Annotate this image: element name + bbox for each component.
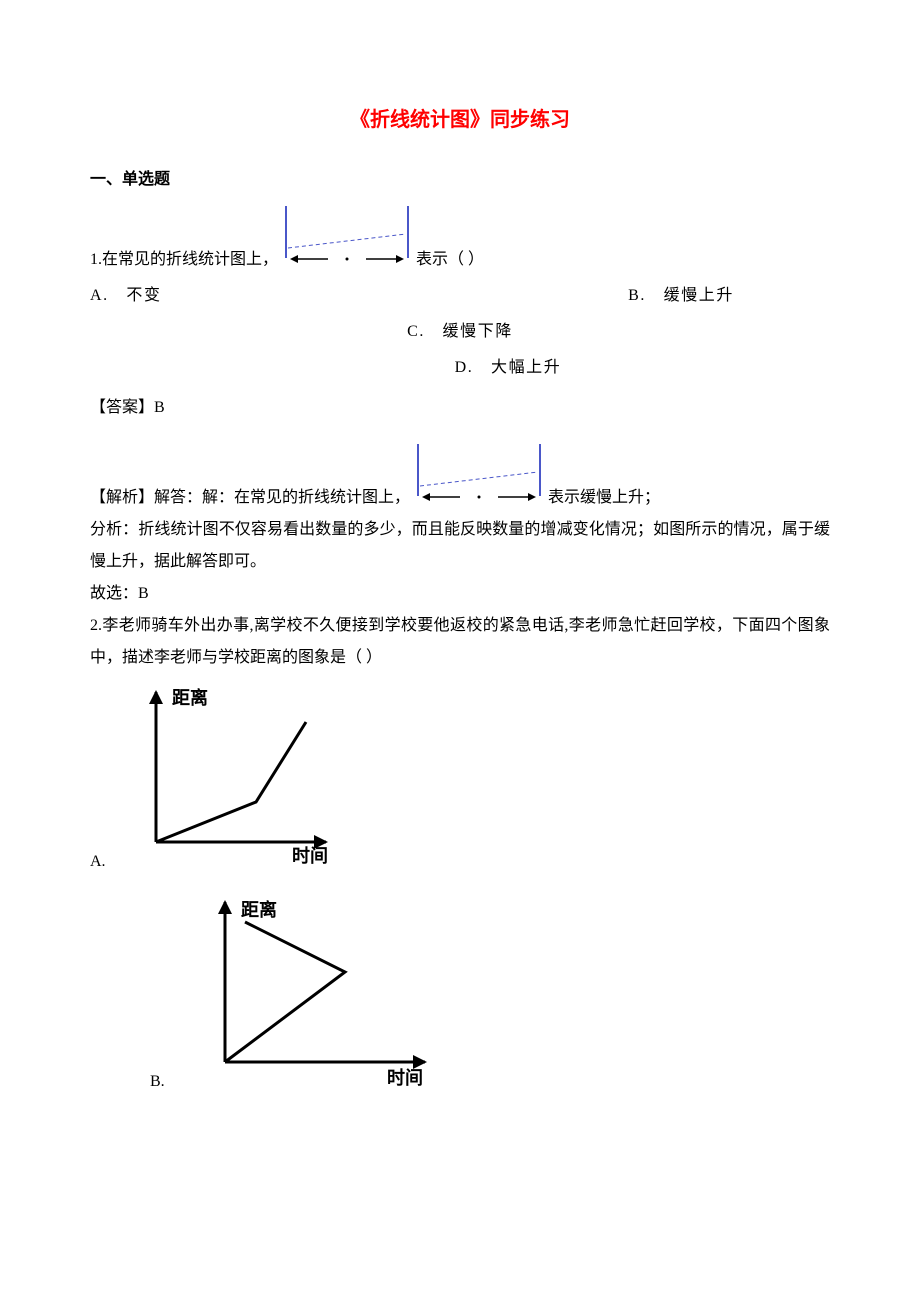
q1-option-a: A. 不变 <box>90 280 162 312</box>
q2-option-b-label: B. <box>150 1066 175 1104</box>
q2-graph-a: 距离时间 <box>116 682 336 884</box>
q1-option-b: B. 缓慢上升 <box>628 280 830 312</box>
q1-answer: 【答案】B <box>90 392 830 424</box>
q1-suffix: 表示（ ） <box>416 244 484 276</box>
spacer <box>90 424 830 442</box>
q1-analysis: 分析：折线统计图不仅容易看出数量的多少，而且能反映数量的增减变化情况；如图所示的… <box>90 514 830 578</box>
q2-option-b-row: B. 距离时间 <box>90 892 830 1104</box>
q2-graph-b: 距离时间 <box>175 892 435 1104</box>
q1-explain-line: 【解析】解答：解：在常见的折线统计图上， 表示缓慢上升； <box>90 442 830 514</box>
q1-prefix: 1.在常见的折线统计图上， <box>90 244 278 276</box>
q1-explain-prefix: 【解析】解答：解：在常见的折线统计图上， <box>90 482 410 514</box>
q1-stem: 1.在常见的折线统计图上， 表示（ ） <box>90 204 830 276</box>
q2-stem: 2.李老师骑车外出办事,离学校不久便接到学校要他返校的紧急电话,李老师急忙赶回学… <box>90 610 830 674</box>
section-heading: 一、单选题 <box>90 164 830 196</box>
svg-text:距离: 距离 <box>241 899 277 920</box>
q2-option-a-label: A. <box>90 846 116 884</box>
q1-explain-suffix: 表示缓慢上升； <box>548 482 660 514</box>
svg-text:时间: 时间 <box>387 1068 423 1088</box>
page: 《折线统计图》同步练习 一、单选题 1.在常见的折线统计图上， 表示（ ） A.… <box>0 0 920 1164</box>
svg-text:距离: 距离 <box>172 687 208 708</box>
q1-options-row-ab: A. 不变 B. 缓慢上升 <box>90 280 830 312</box>
q1-option-c: C. 缓慢下降 <box>90 316 830 348</box>
q1-inline-chart-2 <box>414 442 544 514</box>
q1-therefore: 故选：B <box>90 578 830 610</box>
document-title: 《折线统计图》同步练习 <box>90 100 830 140</box>
q1-option-d: D. 大幅上升 <box>90 352 830 384</box>
svg-text:时间: 时间 <box>292 846 328 866</box>
q1-inline-chart <box>282 204 412 276</box>
q2-option-a-row: A. 距离时间 <box>90 682 830 884</box>
